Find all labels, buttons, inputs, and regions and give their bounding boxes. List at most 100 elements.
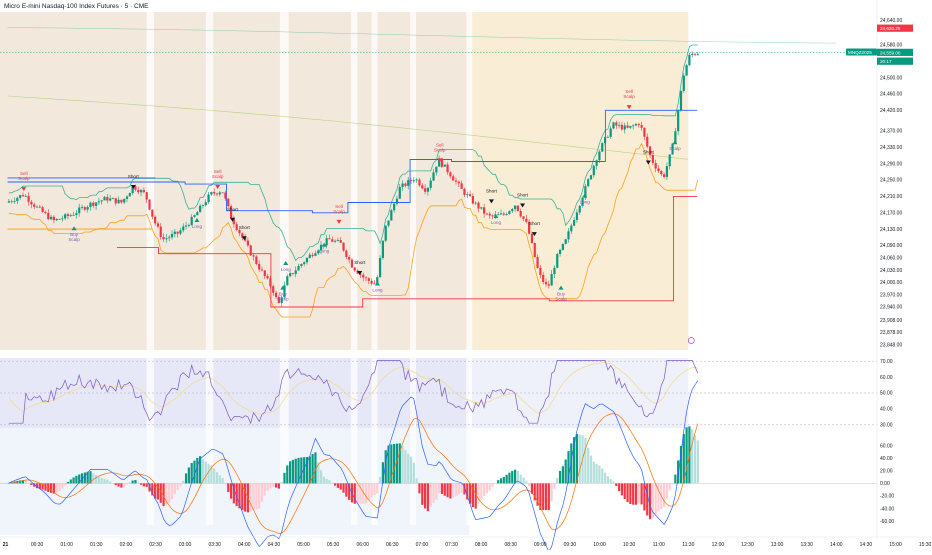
macd-histogram-bar <box>165 483 168 506</box>
price-tag-label: 24,559.00 <box>880 50 901 55</box>
macd-tick-label: 20.00 <box>880 468 893 474</box>
session-break-band <box>410 12 416 525</box>
candle-body <box>440 158 444 167</box>
macd-histogram-bar <box>499 478 503 484</box>
macd-histogram-bar <box>190 463 193 484</box>
macd-histogram-bar <box>218 475 221 484</box>
signal-label: Buy <box>70 232 79 237</box>
candle-body <box>294 270 297 274</box>
candle-body <box>286 276 289 286</box>
candle-body <box>592 165 595 176</box>
macd-histogram-bar <box>52 483 55 494</box>
macd-histogram-bar <box>401 445 404 484</box>
macd-histogram-bar <box>83 472 86 484</box>
candle-body <box>106 196 109 201</box>
session-break-band <box>279 12 289 525</box>
candle-body <box>432 172 435 181</box>
candle-body <box>109 198 112 201</box>
macd-histogram-bar <box>457 483 460 495</box>
macd-histogram-bar <box>207 463 210 484</box>
candle-body <box>632 125 635 127</box>
candle-body <box>654 162 657 169</box>
candle-body <box>89 202 92 207</box>
signal-marker-down <box>215 185 221 190</box>
candle-body <box>390 210 393 221</box>
candle-body <box>154 216 157 224</box>
session-break-band <box>466 12 473 525</box>
candle-body <box>519 211 522 217</box>
macd-histogram-bar <box>674 474 677 484</box>
macd-histogram-bar <box>367 483 370 501</box>
signal-label: Sell <box>625 89 633 94</box>
candle-body <box>460 183 463 189</box>
macd-histogram-bar <box>384 450 387 484</box>
candle-body <box>477 202 480 209</box>
candle-body <box>221 192 224 194</box>
candle-body <box>232 218 235 225</box>
time-tick-label: 04:00 <box>238 542 251 548</box>
macd-histogram-bar <box>491 483 494 487</box>
candle-body <box>72 214 75 216</box>
time-tick-label: 03:00 <box>179 542 192 548</box>
candle-body <box>612 122 615 129</box>
candle-body <box>553 267 556 275</box>
trail-orange-line <box>8 142 699 318</box>
macd-histogram-bar <box>117 483 120 487</box>
candle-body <box>429 180 432 188</box>
candle-body <box>196 212 199 216</box>
candle-body <box>561 243 564 250</box>
time-tick-label: 03:30 <box>208 542 221 548</box>
signal-marker-up <box>283 261 289 266</box>
macd-histogram-bar <box>317 462 320 484</box>
session-shade-late <box>469 12 689 350</box>
macd-histogram-bar <box>55 483 58 493</box>
price-tag-label: 24,620.25 <box>880 26 901 31</box>
candle-body <box>94 202 98 206</box>
candle-body <box>41 207 44 212</box>
macd-histogram-bar <box>142 483 145 487</box>
candle-body <box>170 233 174 238</box>
macd-histogram-bar <box>418 483 421 494</box>
candle-body <box>210 192 213 195</box>
candle-body <box>398 187 401 199</box>
signal-label: Long <box>281 267 292 272</box>
candle-body <box>80 207 84 208</box>
chart-title: Micro E-mini Nasdaq-100 Index Futures · … <box>4 3 149 10</box>
price-tag-bg <box>877 48 913 56</box>
macd-histogram-bar <box>679 445 683 484</box>
candle-body <box>454 180 458 182</box>
macd-histogram-bar <box>558 471 562 484</box>
macd-histogram-bar <box>274 483 278 488</box>
macd-histogram-bar <box>283 472 286 484</box>
macd-histogram-bar <box>587 447 590 484</box>
macd-histogram-bar <box>291 459 295 484</box>
candle-body <box>688 54 691 66</box>
candle-body <box>609 128 612 137</box>
candle-body <box>97 201 100 203</box>
candle-body <box>480 207 483 209</box>
candle-body <box>38 206 41 208</box>
macd-histogram-bar <box>235 483 238 507</box>
time-tick-label: 11:00 <box>653 542 665 548</box>
candle-body <box>373 283 376 285</box>
macd-histogram-bar <box>691 429 694 484</box>
price-tick-label: 23,970.00 <box>880 292 902 298</box>
macd-histogram-bar <box>511 470 514 484</box>
session-break-band <box>146 12 155 525</box>
macd-histogram-bar <box>483 483 486 497</box>
macd-histogram-bar <box>356 483 359 504</box>
trend-stop-blue-line <box>7 109 698 214</box>
macd-histogram-bar <box>443 483 446 496</box>
macd-histogram-bar <box>41 483 44 490</box>
time-tick-label: 13:30 <box>800 542 813 548</box>
macd-histogram-bar <box>516 470 519 484</box>
time-tick-label: 10:00 <box>593 542 606 548</box>
macd-histogram-bar <box>272 483 275 487</box>
macd-histogram-bar <box>640 483 643 505</box>
candle-body <box>671 143 674 155</box>
macd-tick-label: 40.00 <box>880 456 893 462</box>
macd-histogram-bar <box>564 459 567 484</box>
signal-label: Long <box>580 199 591 204</box>
signal-label: Scalp <box>623 94 635 99</box>
macd-histogram-bar <box>24 480 27 484</box>
